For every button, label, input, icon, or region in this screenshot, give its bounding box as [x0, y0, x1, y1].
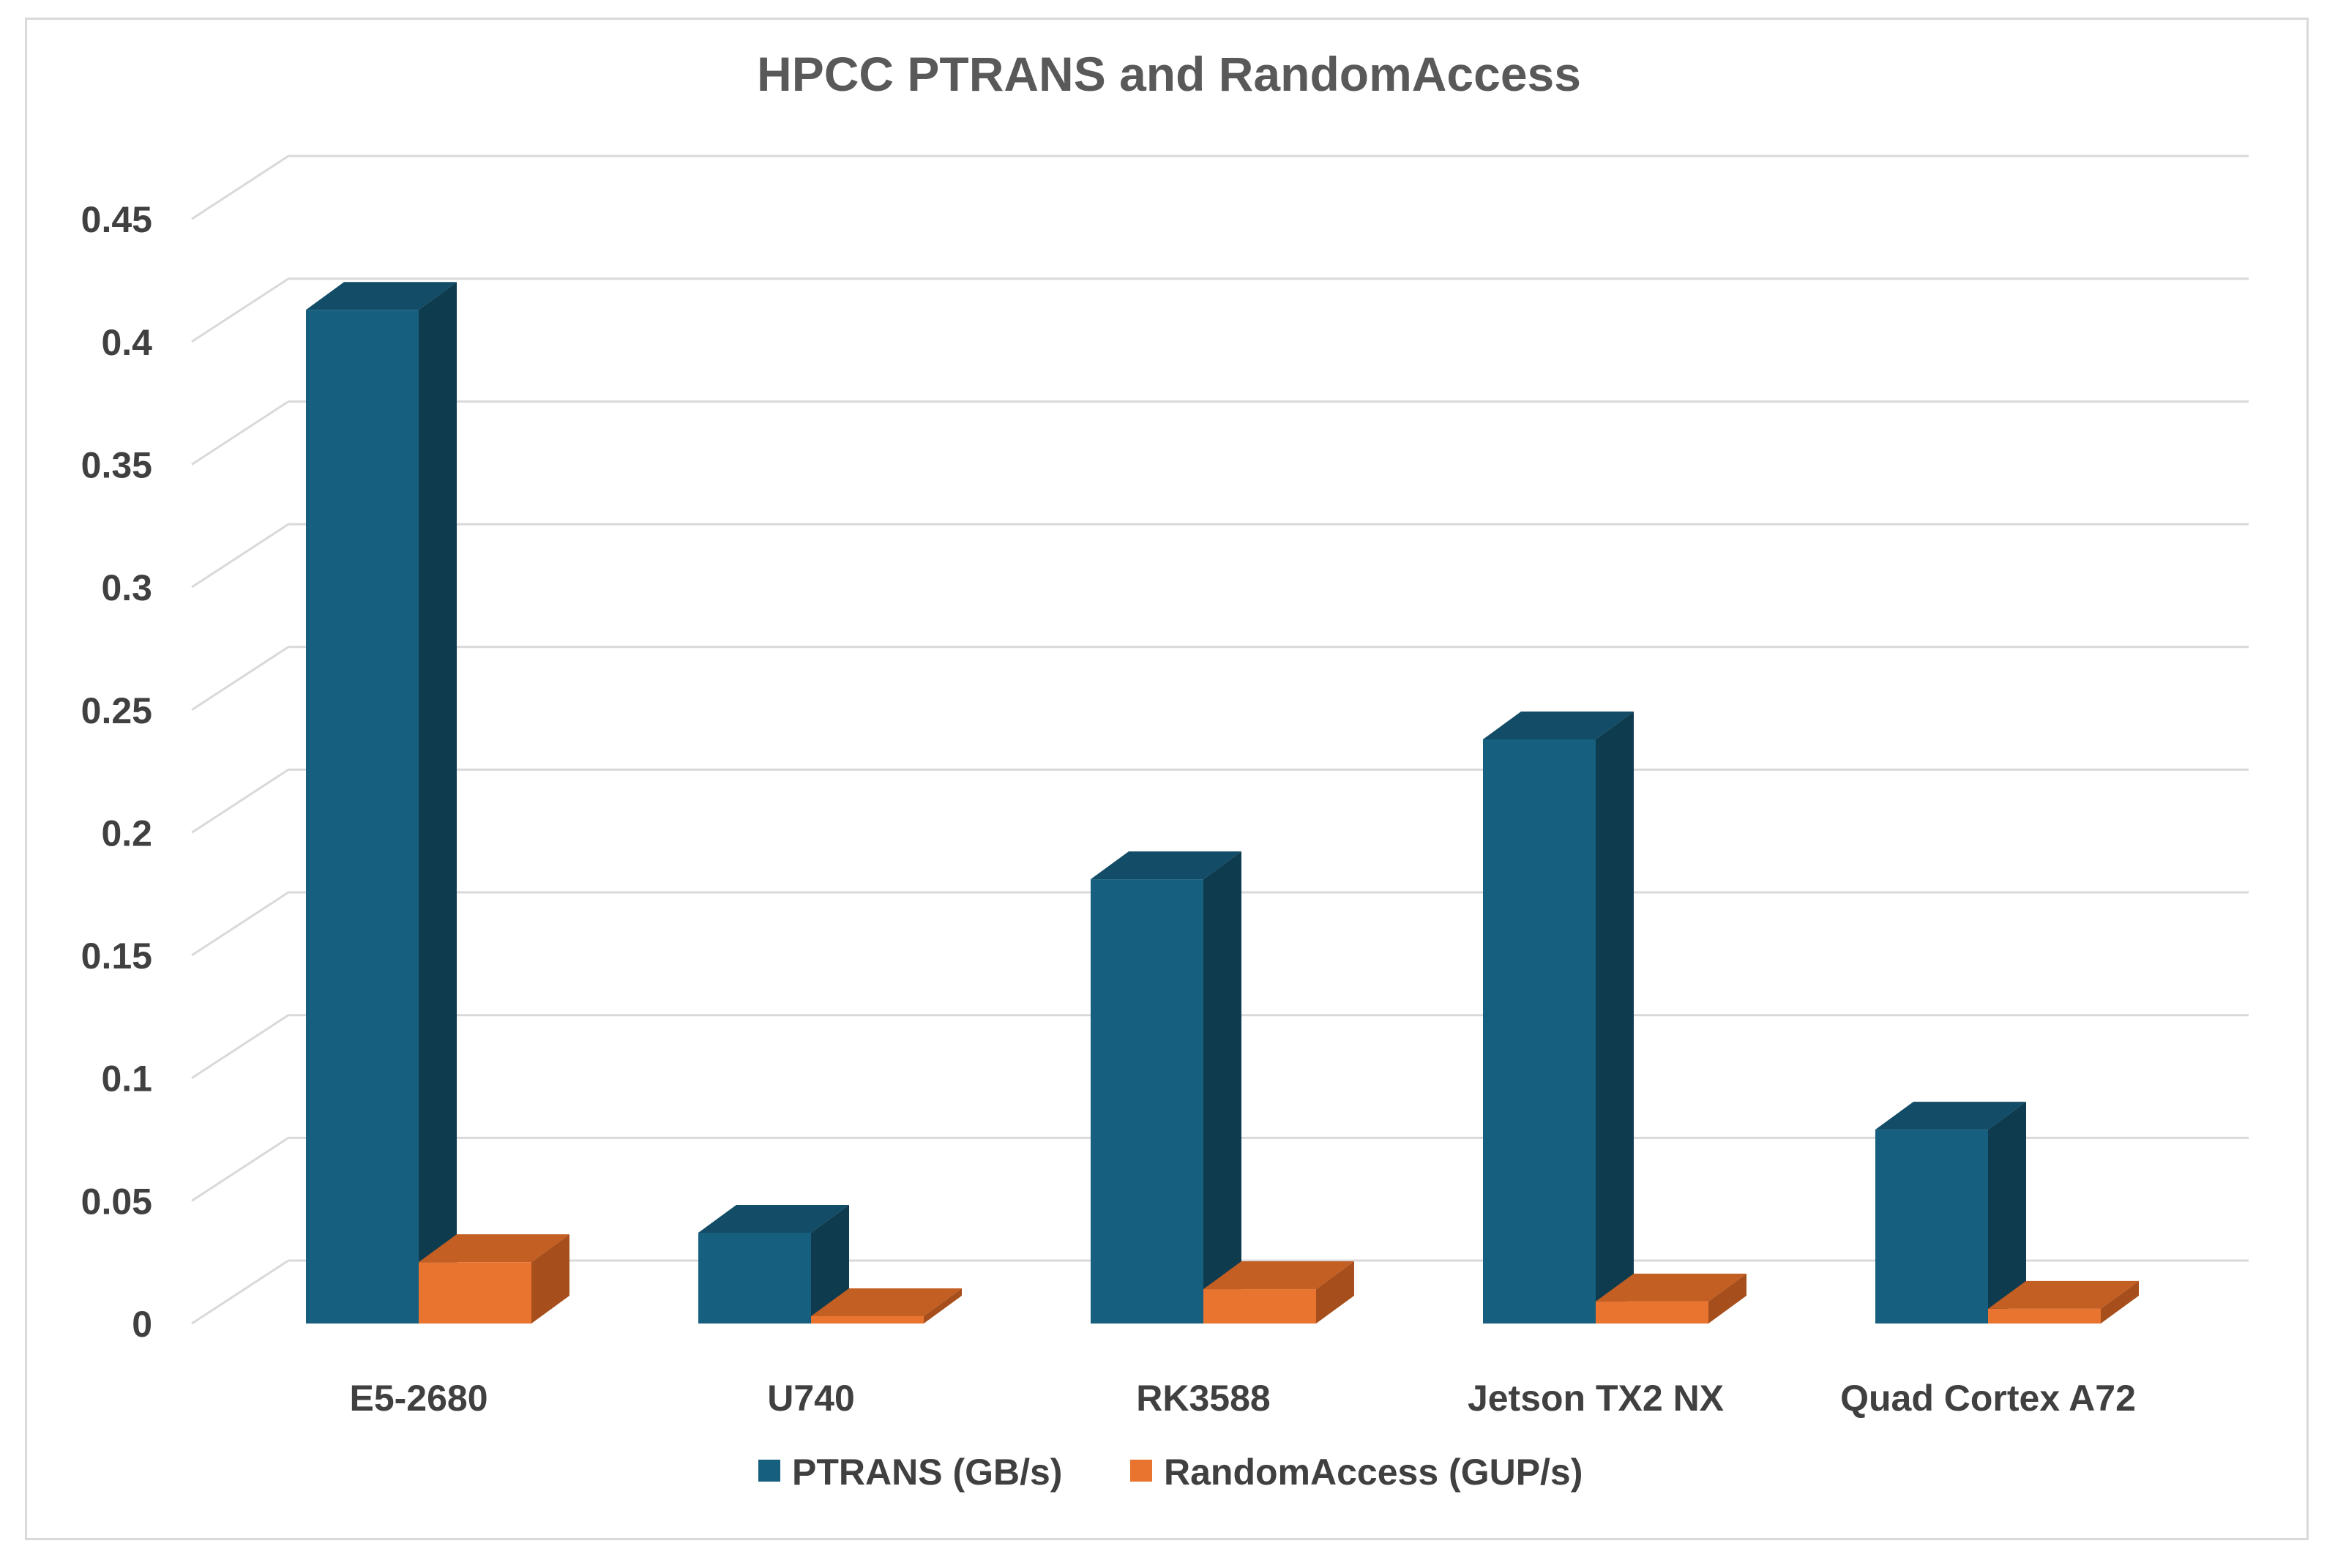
x-category-label: E5-2680	[349, 1378, 487, 1419]
bar-top	[1988, 1280, 2139, 1309]
bars	[306, 282, 2139, 1324]
bar-side	[1708, 1273, 1746, 1324]
bar-randomaccess	[1988, 1280, 2139, 1324]
bar-randomaccess	[1596, 1273, 1746, 1324]
y-tick-label: 0.2	[101, 813, 152, 854]
y-tick-label: 0.45	[81, 199, 152, 240]
x-category-label: RK3588	[1136, 1378, 1270, 1419]
bar-top	[1875, 1102, 2026, 1130]
chart-title: HPCC PTRANS and RandomAccess	[757, 47, 1581, 101]
bar-front	[698, 1232, 811, 1324]
bar-top	[1091, 851, 1241, 880]
gridline-side	[191, 1137, 289, 1202]
legend-item: PTRANS (GB/s)	[758, 1452, 1062, 1493]
gridline-side	[191, 523, 289, 589]
bar-front	[811, 1315, 924, 1324]
bar-top	[1596, 1273, 1746, 1302]
bar-front	[1988, 1308, 2101, 1324]
bar-side	[1316, 1261, 1354, 1324]
bar-ptrans	[698, 1204, 849, 1324]
x-axis-categories: E5-2680 U740 RK3588 Jetson TX2 NX Quad Corte…	[349, 1378, 2135, 1419]
bar-side	[1596, 711, 1634, 1324]
gridline-side	[191, 154, 289, 220]
gridline-side	[191, 1259, 289, 1325]
bar-ptrans	[1091, 851, 1241, 1324]
legend-swatch	[1130, 1460, 1152, 1482]
bar-front	[306, 310, 419, 1324]
bar-side	[1988, 1102, 2026, 1324]
gridline-side	[191, 1014, 289, 1079]
bar-randomaccess	[1203, 1261, 1354, 1324]
bar-ptrans	[1875, 1102, 2026, 1324]
bar-front	[419, 1262, 531, 1324]
y-tick-label: 0.4	[101, 322, 152, 363]
legend-item: RandomAccess (GUP/s)	[1130, 1452, 1583, 1493]
x-category-label: U740	[767, 1378, 855, 1419]
bar-top	[306, 282, 457, 310]
legend: PTRANS (GB/s) RandomAccess (GUP/s)	[758, 1452, 1583, 1493]
bar-side	[924, 1288, 962, 1324]
bar-side	[419, 282, 457, 1324]
bar-front	[1483, 739, 1596, 1324]
bar-front	[1875, 1130, 1988, 1324]
bar-ptrans	[306, 282, 457, 1324]
bar-side	[531, 1234, 569, 1324]
gridline-side	[191, 891, 289, 957]
bar-front	[1596, 1301, 1708, 1324]
bar-front	[1091, 879, 1203, 1324]
y-tick-label: 0.15	[81, 936, 152, 977]
bar-side	[811, 1204, 849, 1324]
bar-randomaccess	[419, 1234, 569, 1324]
bar-side	[1203, 851, 1241, 1324]
gridline-side	[191, 769, 289, 834]
bar-side	[2101, 1280, 2139, 1324]
x-category-label: Quad Cortex A72	[1840, 1378, 2136, 1419]
y-tick-label: 0.3	[101, 567, 152, 608]
gridlines	[191, 154, 2249, 1325]
gridline-side	[191, 277, 289, 343]
bar-top	[1203, 1261, 1354, 1290]
y-axis-ticks: 0 0.05 0.1 0.15 0.2 0.25 0.3 0.35 0.4 0.45	[81, 199, 153, 1345]
bar-top	[1483, 711, 1634, 739]
y-tick-label: 0.25	[81, 690, 152, 731]
legend-swatch	[758, 1460, 780, 1482]
legend-label: PTRANS (GB/s)	[792, 1452, 1062, 1493]
bar-ptrans	[1483, 711, 1634, 1324]
x-category-label: Jetson TX2 NX	[1468, 1378, 1724, 1419]
bar-front	[1203, 1289, 1316, 1324]
bar-top	[698, 1204, 849, 1233]
y-tick-label: 0.1	[101, 1059, 152, 1100]
y-tick-label: 0.35	[81, 444, 152, 485]
bar-top	[419, 1234, 569, 1263]
legend-label: RandomAccess (GUP/s)	[1164, 1452, 1583, 1493]
y-tick-label: 0.05	[81, 1181, 152, 1222]
gridline-side	[191, 646, 289, 712]
bar-top	[811, 1288, 962, 1316]
bar-randomaccess	[811, 1288, 962, 1324]
gridline-side	[191, 400, 289, 466]
y-tick-label: 0	[132, 1304, 152, 1345]
